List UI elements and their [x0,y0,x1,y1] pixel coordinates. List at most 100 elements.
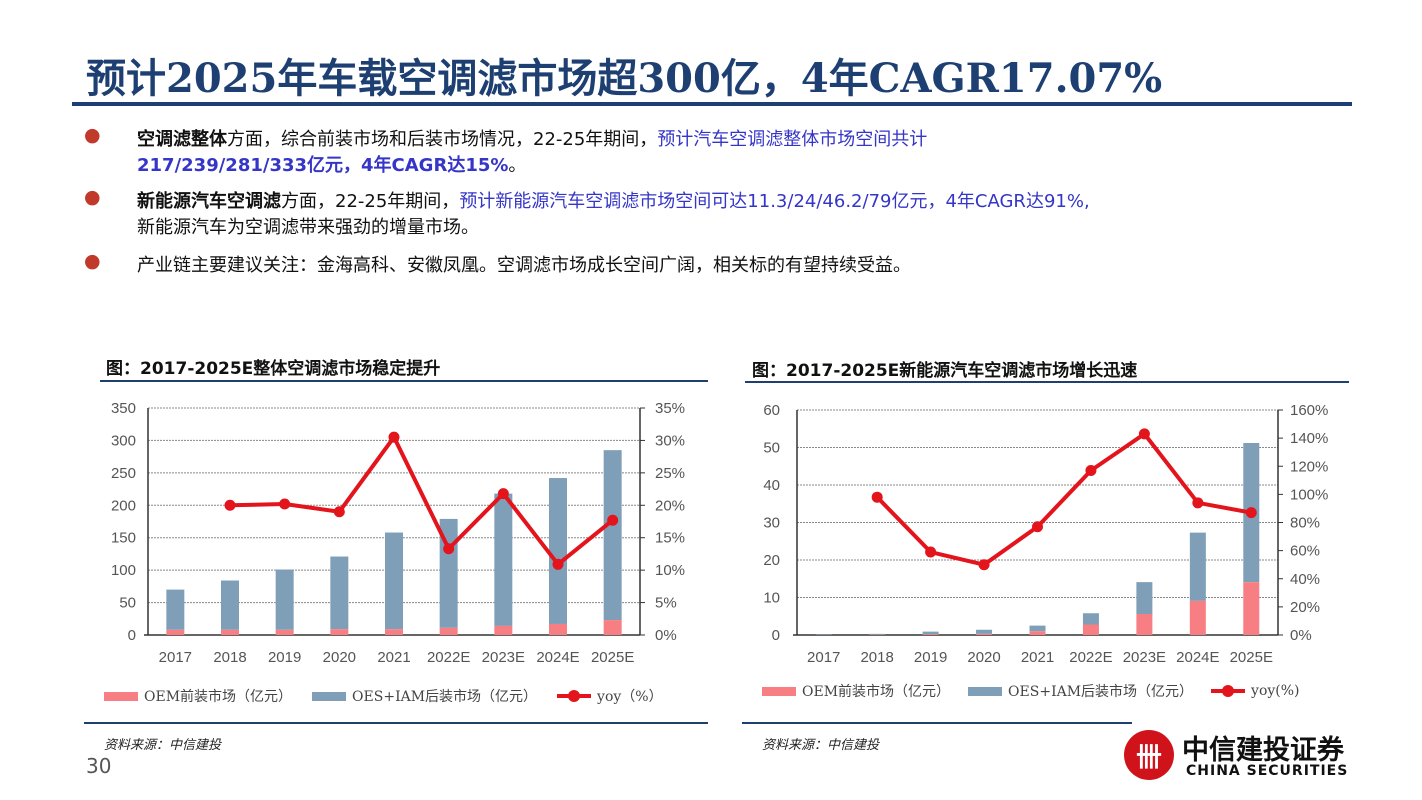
bullet-1-highlight-2: 217/239/281/333亿元，4年CAGR达15% [137,155,509,176]
bar-oem-2024E [549,623,567,635]
chart-2-legend: OEM前装市场（亿元） OES+IAM后装市场（亿元） yoy(%) [762,681,1300,701]
y-tick-label: 50 [763,440,780,457]
yoy-point-2018 [224,499,236,511]
chart-2-title-rule [745,381,1349,383]
y-tick-label: 0 [128,627,136,644]
bar-oes-2019 [922,631,939,635]
bar-oem-2019 [275,629,294,635]
bar-oem-2020 [976,633,993,635]
legend-swatch-oem [104,691,138,701]
bar-oem-2025E [603,620,622,635]
x-tick-label: 2022E [1069,649,1112,666]
bar-oes-2024E [1189,532,1206,601]
logo-cn-text: 中信建投证券 [1182,735,1344,766]
y-tick-label: 20 [763,552,780,569]
y2-tick-label: 35% [655,400,685,417]
x-tick-label: 2023E [1123,649,1166,666]
y-tick-label: 150 [111,530,136,547]
y2-tick-label: 60% [1290,543,1320,560]
yoy-point-2020 [978,559,990,571]
bullet-3-text: 产业链主要建议关注：金海高科、安徽凤凰。空调滤市场成长空间广阔，相关标的有望持续… [137,255,911,276]
x-tick-label: 2025E [1230,649,1273,666]
y2-tick-label: 10% [655,562,685,579]
y2-tick-label: 20% [1290,599,1320,616]
yoy-point-2019 [279,498,291,510]
chart-1-source: 资料来源：中信建投 [104,738,222,753]
legend-label-oem: OEM前装市场（亿元） [802,684,951,700]
bar-oem-2025E [1243,582,1260,635]
x-tick-label: 2018 [860,649,893,666]
bar-oes-2018 [869,633,886,635]
yoy-point-2025E [607,514,619,526]
y2-tick-label: 30% [655,432,685,449]
yoy-point-2024E [552,558,564,570]
y2-tick-label: 0% [655,627,677,644]
yoy-point-2023E [497,488,509,500]
bullet-2-line-2: 新能源汽车为空调滤带来强劲的增量市场。 [137,217,479,238]
x-tick-label: 2020 [323,649,356,666]
legend-swatch-yoy [557,690,592,702]
bullet-1-line-1: 空调滤整体方面，综合前装市场和后装市场情况，22-25年期间，预计汽车空调滤整体… [137,127,927,153]
y-tick-label: 250 [111,465,136,482]
bullet-1-highlight: 预计汽车空调滤整体市场空间共计 [657,129,928,150]
yoy-point-2025E [1245,507,1257,519]
logo-en-text: CHINA SECURITIES [1186,763,1349,779]
bullet-icon: ● [84,186,101,208]
y2-tick-label: 15% [655,530,685,547]
y-tick-label: 100 [111,562,136,579]
legend-swatch-yoy [1211,685,1246,697]
x-tick-label: 2020 [967,649,1000,666]
bar-oem-2021 [1029,631,1046,635]
y2-tick-label: 25% [655,465,685,482]
x-tick-label: 2023E [482,649,525,666]
yoy-point-2022E [443,543,455,555]
x-tick-label: 2017 [159,649,192,666]
y-tick-label: 60 [763,402,780,419]
yoy-point-2019 [925,546,937,558]
bar-oes-2022E [1082,613,1099,625]
y2-tick-label: 100% [1290,486,1328,503]
x-tick-label: 2021 [1021,649,1054,666]
chart-2-source: 资料来源：中信建投 [762,738,880,753]
bullet-2-bold: 新能源汽车空调滤 [137,191,281,212]
bar-oes-2019 [275,569,294,630]
bar-oes-2017 [166,589,185,630]
bar-oem-2022E [1082,624,1099,635]
y2-tick-label: 0% [1290,627,1312,644]
y2-tick-label: 40% [1290,571,1320,588]
y2-tick-label: 5% [655,595,677,612]
bullet-2-text: 方面，22-25年期间， [281,191,460,212]
chart-1-bottom-rule [84,722,708,724]
bullet-icon: ● [84,250,101,272]
bar-oem-2017 [166,629,185,635]
yoy-point-2021 [388,431,400,443]
bar-oem-2020 [330,629,349,635]
bar-oes-2018 [221,580,239,630]
bar-oem-2022E [439,627,458,635]
y-tick-label: 50 [119,595,136,612]
bullet-icon: ● [84,124,101,146]
y2-tick-label: 140% [1290,430,1328,447]
x-tick-label: 2024E [536,649,579,666]
yoy-point-2023E [1138,428,1150,440]
bar-oem-2023E [1136,614,1153,635]
y-tick-label: 10 [763,590,780,607]
y-tick-label: 0 [772,627,780,644]
yoy-point-2020 [333,506,345,518]
bullet-2-highlight: 预计新能源汽车空调滤市场空间可达11.3/24/46.2/79亿元，4年CAGR… [459,191,1090,212]
yoy-point-2024E [1192,497,1204,509]
bar-oem-2024E [1189,600,1206,635]
yoy-point-2018 [871,491,883,503]
bullet-1-text: 方面，综合前装市场和后装市场情况，22-25年期间， [227,129,658,150]
bar-oes-2024E [549,478,567,624]
title-underline [72,102,1352,106]
y-tick-label: 30 [763,515,780,532]
legend-label-oes: OES+IAM后装市场（亿元） [1008,684,1194,700]
chart-2-bottom-rule [742,722,1132,724]
x-tick-label: 2019 [914,649,947,666]
bullet-2-line-1: 新能源汽车空调滤方面，22-25年期间，预计新能源汽车空调滤市场空间可达11.3… [137,189,1090,215]
y-tick-label: 350 [111,400,136,417]
y-tick-label: 300 [111,432,136,449]
legend-label-oes: OES+IAM后装市场（亿元） [352,689,538,705]
yoy-line [229,435,614,567]
